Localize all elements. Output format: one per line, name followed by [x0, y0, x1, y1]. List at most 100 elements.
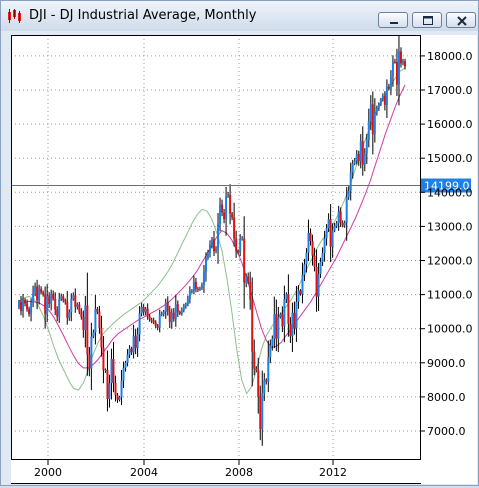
candle-down	[257, 370, 260, 397]
candle-up	[263, 379, 266, 394]
close-button[interactable]	[446, 12, 476, 28]
candle-up	[401, 61, 404, 64]
candle-down	[154, 322, 157, 326]
candle-down	[56, 309, 59, 317]
candle-down	[28, 309, 31, 315]
candle-up	[58, 299, 61, 317]
candle-up	[84, 305, 87, 331]
candle-down	[281, 314, 284, 327]
candle-up	[355, 154, 358, 161]
candle-up	[122, 367, 125, 381]
candle-up	[68, 312, 71, 318]
candle-up	[297, 290, 300, 302]
candle-up	[174, 304, 177, 320]
candle-down	[156, 325, 159, 328]
candle-up	[76, 304, 79, 307]
candle-up	[94, 308, 97, 333]
candle-down	[275, 314, 278, 339]
candle-down	[329, 219, 332, 247]
candle-up	[323, 238, 326, 253]
candle-down	[287, 294, 290, 324]
candle-up	[32, 292, 35, 304]
candle-down	[146, 308, 149, 317]
y-tick-label: 18000.0	[427, 50, 473, 63]
candle-up	[295, 301, 298, 329]
x-tick-label: 2004	[130, 466, 158, 479]
candle-up	[200, 285, 203, 289]
maximize-button[interactable]	[412, 12, 442, 28]
candle-down	[361, 141, 364, 165]
chart-area[interactable]: 14199.0 7000.0 8000.0 9000.0 10000.0 11000.0…	[11, 35, 477, 484]
title-bar[interactable]: DJI - DJ Industrial Average, Monthly	[1, 1, 478, 31]
candle-down	[253, 351, 256, 369]
candle-down	[339, 211, 342, 223]
candle-down	[116, 395, 119, 400]
candle-up	[343, 222, 346, 226]
candle-down	[168, 311, 171, 323]
candle-up	[363, 153, 366, 165]
price-chart[interactable]: 14199.0 7000.0 8000.0 9000.0 10000.0 11000.0…	[11, 35, 477, 484]
minimize-button[interactable]	[378, 12, 408, 28]
candle-up	[367, 121, 370, 140]
candle-up	[206, 252, 209, 258]
candle-up	[215, 248, 218, 252]
candle-down	[231, 213, 234, 218]
candle-down	[172, 312, 175, 320]
y-tick-label: 7000.0	[427, 425, 466, 438]
candle-up	[327, 219, 330, 229]
candle-up	[18, 301, 20, 308]
candle-down	[399, 51, 402, 64]
candle-down	[98, 311, 101, 329]
x-tick-label: 2012	[319, 466, 347, 479]
candle-up	[144, 308, 147, 313]
price-level-line[interactable]: 14199.0	[11, 178, 471, 193]
candle-up	[397, 51, 400, 85]
candle-up	[283, 299, 286, 327]
candle-down	[106, 369, 109, 399]
candle-up	[261, 393, 264, 429]
candle-up	[347, 190, 350, 198]
candle-up	[211, 239, 213, 245]
candle-up	[377, 104, 380, 109]
candle-up	[267, 357, 270, 382]
candle-down	[148, 316, 151, 320]
candle-down	[48, 296, 51, 304]
candle-down	[100, 328, 103, 348]
candle-up	[359, 141, 362, 162]
window-title: DJI - DJ Industrial Average, Monthly	[29, 8, 257, 23]
candle-down	[114, 382, 117, 396]
candle-up	[184, 304, 187, 306]
candle-up	[180, 309, 183, 314]
candle-up	[217, 224, 220, 249]
candle-down	[265, 379, 268, 382]
candle-down	[82, 317, 85, 331]
minimize-icon	[390, 22, 398, 24]
candle-down	[395, 62, 398, 85]
candle-down	[247, 276, 250, 282]
candle-up	[140, 306, 143, 314]
candle-down	[249, 281, 252, 300]
candle-down	[221, 204, 224, 213]
candle-up	[72, 295, 75, 300]
candle-up	[307, 232, 310, 253]
candle-up	[208, 244, 211, 253]
candle-up	[138, 313, 141, 335]
candle-up	[160, 314, 163, 316]
candle-down	[134, 336, 137, 349]
candle-up	[38, 288, 41, 301]
candle-up	[345, 197, 348, 223]
x-tick-label: 2008	[225, 466, 253, 479]
candle-up	[351, 163, 354, 173]
candle-down	[196, 288, 199, 290]
candle-up	[186, 299, 189, 305]
candle-down	[289, 323, 292, 337]
candle-down	[36, 286, 39, 301]
candle-down	[166, 302, 169, 312]
candle-up	[188, 290, 191, 300]
candle-up	[379, 99, 382, 105]
candle-up	[124, 362, 127, 368]
candle-down	[393, 61, 396, 63]
y-tick-label: 15000.0	[427, 152, 473, 165]
candle-down	[383, 95, 386, 106]
